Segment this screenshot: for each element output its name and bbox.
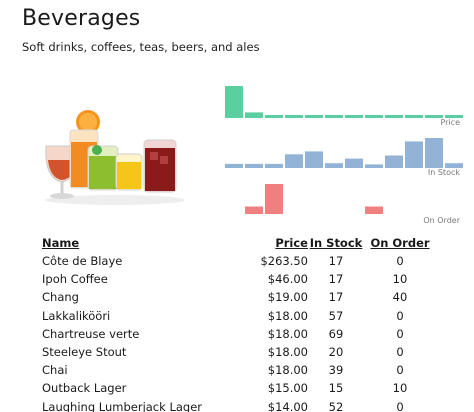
table-row: Chai $18.00 39 0 xyxy=(42,361,436,379)
on-order-cell: 0 xyxy=(396,363,404,378)
column-header-price[interactable]: Price xyxy=(275,236,308,250)
in-stock-cell: 17 xyxy=(328,254,344,269)
price-bar xyxy=(425,115,443,118)
price-bar xyxy=(365,115,383,118)
on-order-cell: 0 xyxy=(396,399,404,412)
on-order-sparkline-chart xyxy=(245,184,383,214)
price-cell: $18.00 xyxy=(267,345,308,360)
price-cell: $263.50 xyxy=(260,254,308,269)
price-bar xyxy=(405,115,423,118)
stock-bar xyxy=(305,151,323,168)
beverages-glasses-image xyxy=(40,108,190,208)
table-row: Côte de Blaye $263.50 17 0 xyxy=(42,252,436,270)
stock-bar xyxy=(325,163,343,168)
on-order-cell: 10 xyxy=(392,381,408,396)
on-order-cell: 0 xyxy=(396,308,404,323)
column-header-on-order[interactable]: On Order xyxy=(370,236,430,250)
on-order-cell: 0 xyxy=(396,254,404,269)
stock-bar xyxy=(345,158,363,168)
in-stock-cell: 17 xyxy=(328,272,344,287)
product-name-cell: Côte de Blaye xyxy=(42,254,123,269)
on-order-bar xyxy=(265,184,283,214)
in-stock-cell: 69 xyxy=(328,326,344,341)
column-header-name[interactable]: Name xyxy=(42,236,80,250)
stock-bar xyxy=(365,164,383,168)
page-title: Beverages xyxy=(22,6,141,31)
price-cell: $15.00 xyxy=(267,381,308,396)
price-bar xyxy=(445,115,463,118)
in-stock-cell: 20 xyxy=(328,345,344,360)
price-bar xyxy=(285,115,303,118)
product-name-cell: Laughing Lumberjack Lager xyxy=(42,399,203,412)
on-order-bar xyxy=(365,206,383,214)
in-stock-cell: 15 xyxy=(328,381,344,396)
table-row: Lakkalikööri $18.00 57 0 xyxy=(42,307,436,325)
price-cell: $19.00 xyxy=(267,290,308,305)
product-name-cell: Steeleye Stout xyxy=(42,345,127,360)
stock-bar xyxy=(265,163,283,168)
product-name-cell: Ipoh Coffee xyxy=(42,272,108,287)
on-order-bar xyxy=(245,206,263,214)
table-row: Chartreuse verte $18.00 69 0 xyxy=(42,325,436,343)
in-stock-cell: 17 xyxy=(328,290,344,305)
table-row: Ipoh Coffee $46.00 17 10 xyxy=(42,270,436,288)
table-row: Steeleye Stout $18.00 20 0 xyxy=(42,343,436,361)
beverages-table: Name Price In Stock On Order Côte de Bla… xyxy=(42,234,436,412)
stock-sparkline: In Stock xyxy=(224,136,464,180)
stock-bar xyxy=(245,163,263,168)
price-cell: $18.00 xyxy=(267,326,308,341)
product-name-cell: Chartreuse verte xyxy=(42,326,140,341)
stock-bar xyxy=(285,154,303,168)
price-sparkline-chart xyxy=(225,86,463,118)
stock-bar xyxy=(445,163,463,168)
price-cell: $14.00 xyxy=(267,399,308,412)
product-name-cell: Chang xyxy=(42,290,79,305)
column-header-in-stock[interactable]: In Stock xyxy=(309,236,363,250)
on-order-sparkline-label: On Order xyxy=(423,216,460,225)
stock-bar xyxy=(385,155,403,168)
table-header-row: Name Price In Stock On Order xyxy=(42,234,436,252)
stock-sparkline-chart xyxy=(225,138,463,168)
on-order-cell: 0 xyxy=(396,345,404,360)
stock-bar xyxy=(425,138,443,168)
on-order-cell: 40 xyxy=(392,290,408,305)
in-stock-cell: 39 xyxy=(328,363,344,378)
on-order-cell: 0 xyxy=(396,326,404,341)
price-bar xyxy=(265,115,283,118)
stock-bar xyxy=(405,141,423,168)
price-bar xyxy=(305,115,323,118)
price-cell: $18.00 xyxy=(267,308,308,323)
stock-bar xyxy=(225,163,243,168)
price-bar xyxy=(345,115,363,118)
price-sparkline-label: Price xyxy=(440,118,460,127)
product-name-cell: Chai xyxy=(42,363,68,378)
stock-sparkline-label: In Stock xyxy=(427,168,460,177)
table-row: Chang $19.00 17 40 xyxy=(42,288,436,306)
product-name-cell: Outback Lager xyxy=(42,381,127,396)
price-bar xyxy=(245,112,263,118)
on-order-sparkline: On Order xyxy=(224,182,464,226)
price-bar xyxy=(225,86,243,118)
in-stock-cell: 57 xyxy=(328,308,344,323)
on-order-cell: 10 xyxy=(392,272,408,287)
price-cell: $46.00 xyxy=(267,272,308,287)
page-subtitle: Soft drinks, coffees, teas, beers, and a… xyxy=(22,40,260,54)
table-row: Outback Lager $15.00 15 10 xyxy=(42,379,436,397)
table-row: Laughing Lumberjack Lager $14.00 52 0 xyxy=(42,398,436,412)
in-stock-cell: 52 xyxy=(328,399,344,412)
price-sparkline: Price xyxy=(224,84,464,128)
price-bar xyxy=(325,115,343,118)
price-cell: $18.00 xyxy=(267,363,308,378)
price-bar xyxy=(385,115,403,118)
product-name-cell: Lakkalikööri xyxy=(42,308,111,323)
